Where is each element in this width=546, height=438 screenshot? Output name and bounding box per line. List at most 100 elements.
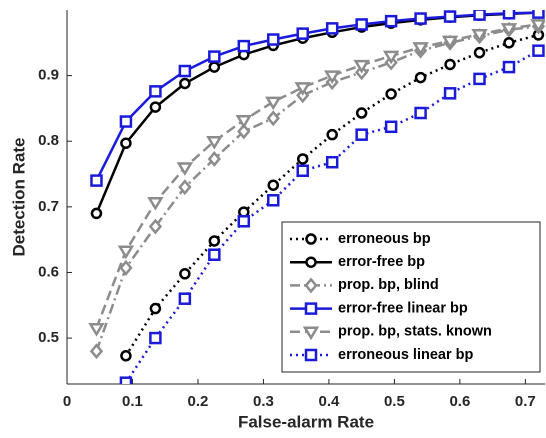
marker bbox=[355, 18, 368, 31]
x-tick-label: 0.6 bbox=[449, 393, 470, 410]
legend-label: prop. bp, blind bbox=[338, 277, 439, 293]
marker bbox=[296, 164, 309, 178]
marker bbox=[294, 82, 311, 96]
marker bbox=[443, 10, 457, 23]
legend-label: prop. bp, stats. known bbox=[338, 324, 492, 340]
series-line bbox=[95, 25, 539, 352]
marker bbox=[305, 256, 317, 268]
marker bbox=[90, 207, 103, 220]
x-tick-label: 0.3 bbox=[253, 393, 274, 410]
marker bbox=[385, 88, 397, 100]
marker bbox=[89, 343, 104, 360]
marker bbox=[179, 268, 191, 280]
marker bbox=[178, 64, 192, 78]
x-tick-label: 0.1 bbox=[122, 393, 143, 410]
marker bbox=[473, 46, 486, 59]
marker bbox=[530, 19, 545, 33]
marker bbox=[502, 10, 516, 20]
marker bbox=[325, 155, 339, 169]
marker bbox=[237, 39, 251, 53]
marker bbox=[267, 33, 280, 46]
marker bbox=[148, 218, 163, 235]
marker bbox=[503, 37, 515, 49]
marker bbox=[120, 137, 132, 149]
marker bbox=[304, 348, 318, 362]
series-line bbox=[124, 49, 540, 384]
marker bbox=[237, 123, 251, 140]
legend-label: erroneous bp bbox=[338, 231, 431, 247]
marker bbox=[473, 10, 486, 21]
marker bbox=[353, 59, 370, 74]
plot-area bbox=[88, 10, 545, 384]
y-tick-label: 0.9 bbox=[38, 67, 59, 84]
legend-label: error-free linear bp bbox=[338, 300, 468, 316]
x-tick-label: 0 bbox=[63, 393, 71, 410]
marker bbox=[179, 77, 191, 90]
marker bbox=[119, 115, 133, 128]
marker bbox=[266, 110, 280, 127]
marker bbox=[208, 50, 221, 63]
marker bbox=[208, 248, 221, 261]
marker bbox=[382, 50, 400, 65]
y-tick-label: 0.7 bbox=[38, 198, 59, 215]
x-axis-label: False-alarm Rate bbox=[238, 412, 374, 431]
marker bbox=[178, 292, 192, 305]
marker bbox=[149, 302, 162, 315]
x-tick-label: 0.4 bbox=[318, 393, 340, 410]
y-axis-label: Detection Rate bbox=[9, 137, 28, 256]
y-tick-label: 0.6 bbox=[38, 263, 59, 280]
marker bbox=[206, 135, 223, 150]
marker bbox=[176, 162, 194, 176]
marker bbox=[471, 29, 488, 43]
legend-label: erroneous linear bp bbox=[338, 347, 474, 363]
marker bbox=[532, 44, 545, 57]
marker bbox=[207, 150, 221, 167]
marker bbox=[441, 35, 459, 50]
marker bbox=[149, 85, 162, 98]
marker bbox=[355, 107, 368, 119]
marker bbox=[323, 70, 341, 85]
legend-label: error-free bp bbox=[338, 254, 425, 270]
series-line bbox=[95, 11, 539, 214]
marker bbox=[444, 58, 456, 71]
marker bbox=[208, 61, 221, 73]
series-line bbox=[95, 23, 539, 329]
marker bbox=[304, 277, 318, 294]
marker bbox=[302, 326, 320, 341]
marker bbox=[88, 322, 105, 337]
marker bbox=[235, 114, 253, 129]
series-line bbox=[95, 11, 539, 182]
marker bbox=[414, 71, 427, 84]
y-tick-label: 0.5 bbox=[38, 329, 59, 346]
marker bbox=[267, 194, 280, 207]
legend-box bbox=[281, 221, 541, 373]
x-tick-label: 0.7 bbox=[515, 393, 536, 410]
marker bbox=[502, 60, 516, 74]
marker bbox=[237, 215, 251, 228]
y-tick-label: 0.8 bbox=[38, 132, 59, 149]
x-tick-label: 0.5 bbox=[384, 393, 405, 410]
marker bbox=[208, 235, 221, 247]
marker bbox=[147, 196, 164, 211]
marker bbox=[120, 350, 132, 362]
marker bbox=[305, 233, 317, 245]
marker bbox=[355, 128, 368, 141]
marker bbox=[265, 96, 282, 111]
marker bbox=[267, 179, 280, 191]
marker bbox=[178, 179, 192, 196]
marker bbox=[414, 106, 427, 120]
series-line bbox=[124, 33, 539, 357]
marker bbox=[90, 174, 103, 187]
marker bbox=[304, 302, 318, 315]
marker bbox=[149, 331, 162, 345]
marker bbox=[149, 101, 162, 113]
marker bbox=[384, 120, 398, 134]
marker bbox=[412, 42, 429, 56]
marker bbox=[414, 12, 427, 25]
marker bbox=[296, 153, 309, 165]
marker bbox=[117, 245, 135, 260]
marker bbox=[500, 23, 518, 37]
marker bbox=[296, 27, 309, 40]
marker bbox=[325, 22, 339, 35]
